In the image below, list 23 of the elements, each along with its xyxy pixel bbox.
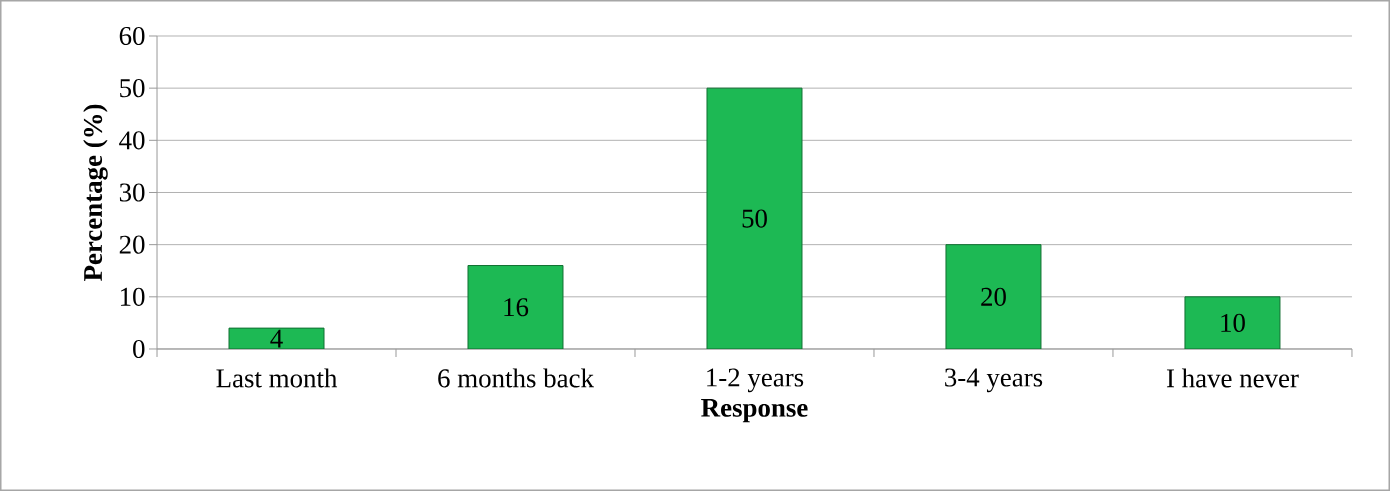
data-label: 20 xyxy=(981,287,1006,306)
data-label: 50 xyxy=(742,209,767,228)
y-tick-label: 40 xyxy=(119,131,145,150)
y-tick-label: 60 xyxy=(119,26,145,46)
y-axis-title: Percentage (%) xyxy=(83,104,108,282)
x-tick-label: 3-4 years xyxy=(945,368,1043,393)
y-tick-label: 20 xyxy=(119,235,145,254)
x-tick-label: I have never xyxy=(1166,368,1299,388)
data-label: 10 xyxy=(1221,313,1245,332)
bar xyxy=(706,87,803,349)
y-tick-label: 10 xyxy=(120,287,145,306)
data-label: 16 xyxy=(504,298,529,317)
y-tick-label: 50 xyxy=(120,79,145,98)
y-tick-label: 30 xyxy=(119,183,145,202)
x-tick-label: Last month xyxy=(216,368,338,388)
x-tick-label: 6 months back xyxy=(438,368,594,388)
bar xyxy=(945,244,1042,349)
data-label: 4 xyxy=(270,329,283,348)
bar xyxy=(1184,296,1281,349)
bar xyxy=(467,265,564,349)
x-axis-title: Response xyxy=(701,398,808,423)
x-tick-label: 1-2 years xyxy=(707,368,804,393)
y-tick-label: 0 xyxy=(133,339,145,359)
